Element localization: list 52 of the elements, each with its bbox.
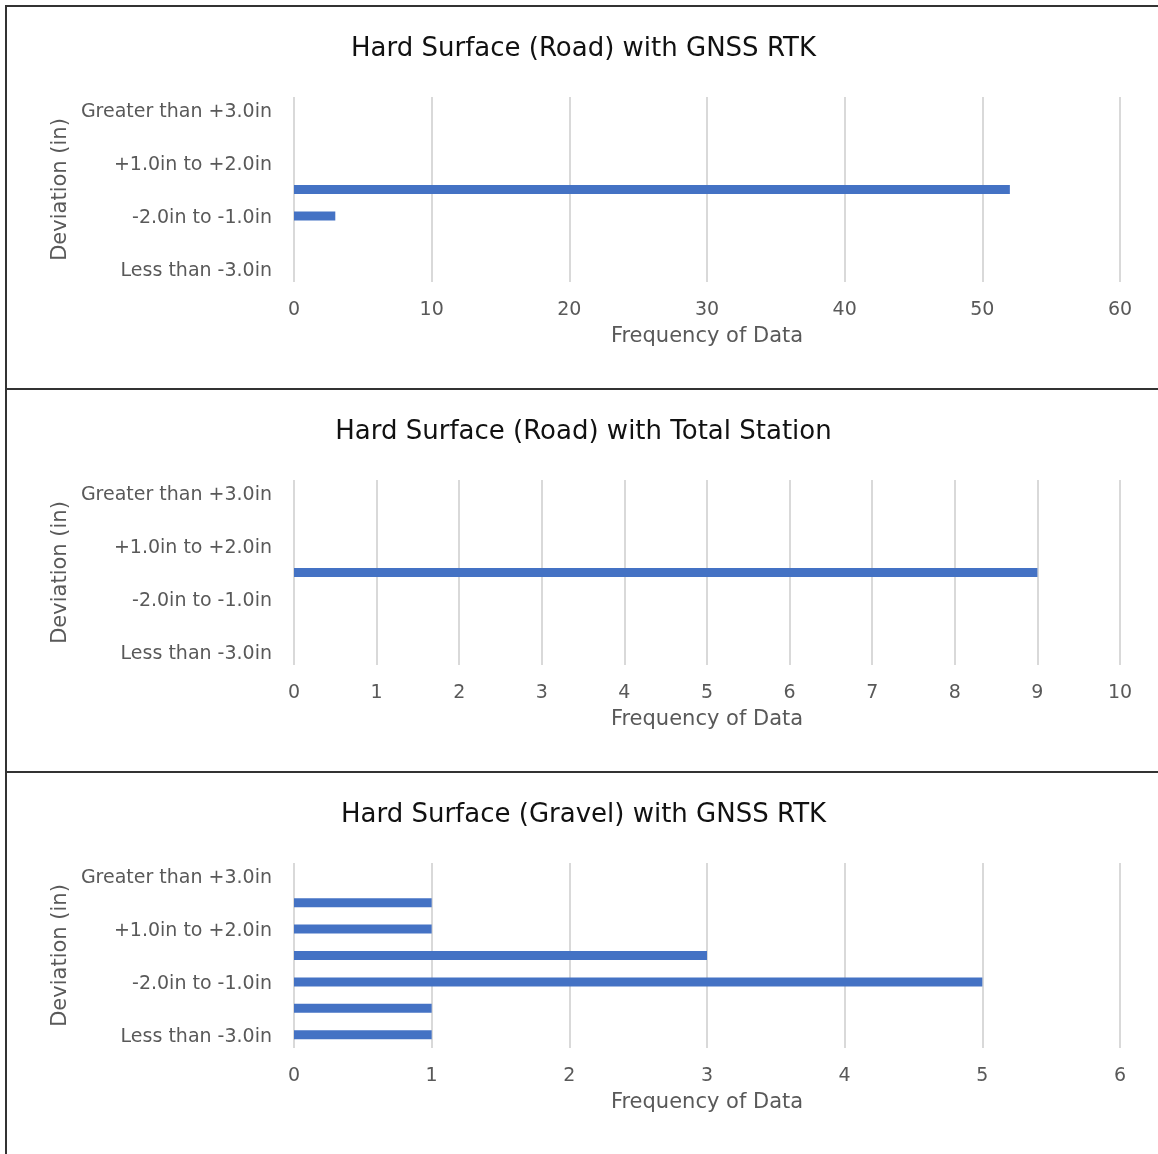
- y-tick-label: +1.0in to +2.0in: [113, 918, 272, 941]
- x-tick-label: 4: [618, 679, 631, 702]
- x-tick-label: 0: [287, 679, 301, 702]
- x-tick-label: 0: [287, 1062, 301, 1085]
- y-tick-label: Less than -3.0in: [120, 1023, 272, 1046]
- x-tick-label: 4: [838, 1062, 851, 1085]
- x-tick-label: 60: [1107, 296, 1133, 319]
- bar: [294, 924, 432, 934]
- y-tick-label: +1.0in to +2.0in: [113, 152, 272, 175]
- x-tick-label: 9: [1031, 679, 1044, 702]
- x-tick-label: 7: [866, 679, 879, 702]
- y-axis-title: Deviation (in): [47, 884, 72, 1027]
- chart-title: Hard Surface (Road) with GNSS RTK: [351, 32, 817, 62]
- x-axis-title: Frequency of Data: [610, 1088, 804, 1113]
- y-tick-label: Greater than +3.0in: [80, 99, 272, 122]
- y-tick-label: Greater than +3.0in: [80, 482, 272, 505]
- x-tick-label: 0: [287, 296, 301, 319]
- bar: [294, 1030, 432, 1040]
- x-tick-label: 2: [563, 1062, 576, 1085]
- x-tick-label: 3: [700, 1062, 714, 1085]
- bar: [294, 898, 432, 908]
- x-tick-label: 20: [557, 296, 582, 319]
- y-axis-title: Deviation (in): [47, 501, 72, 644]
- x-tick-label: 2: [453, 679, 466, 702]
- y-axis-title: Deviation (in): [47, 118, 72, 261]
- x-tick-label: 10: [419, 296, 444, 319]
- y-tick-label: Less than -3.0in: [120, 257, 272, 280]
- x-axis-title: Frequency of Data: [610, 705, 804, 730]
- x-tick-label: 6: [783, 679, 796, 702]
- x-tick-label: 50: [970, 296, 995, 319]
- y-tick-label: Greater than +3.0in: [80, 865, 272, 888]
- bar: [294, 977, 983, 987]
- x-tick-label: 40: [832, 296, 857, 319]
- y-tick-label: +1.0in to +2.0in: [113, 535, 272, 558]
- y-tick-label: -2.0in to -1.0in: [132, 587, 272, 610]
- x-tick-label: 3: [535, 679, 548, 702]
- y-tick-label: -2.0in to -1.0in: [132, 970, 272, 993]
- y-tick-label: -2.0in to -1.0in: [132, 204, 272, 227]
- x-tick-label: 5: [700, 679, 714, 702]
- chart-title: Hard Surface (Road) with Total Station: [335, 415, 832, 445]
- x-tick-label: 5: [976, 1062, 989, 1085]
- x-tick-label: 8: [948, 679, 961, 702]
- x-tick-label: 1: [425, 1062, 438, 1085]
- chart-title: Hard Surface (Gravel) with GNSS RTK: [340, 798, 828, 828]
- x-tick-label: 10: [1107, 679, 1133, 702]
- y-tick-label: Less than -3.0in: [120, 640, 272, 663]
- x-tick-label: 6: [1113, 1062, 1127, 1085]
- x-tick-label: 1: [370, 679, 383, 702]
- x-tick-label: 30: [694, 296, 720, 319]
- bar: [294, 951, 707, 960]
- bar: [294, 1003, 432, 1013]
- x-axis-title: Frequency of Data: [610, 322, 804, 347]
